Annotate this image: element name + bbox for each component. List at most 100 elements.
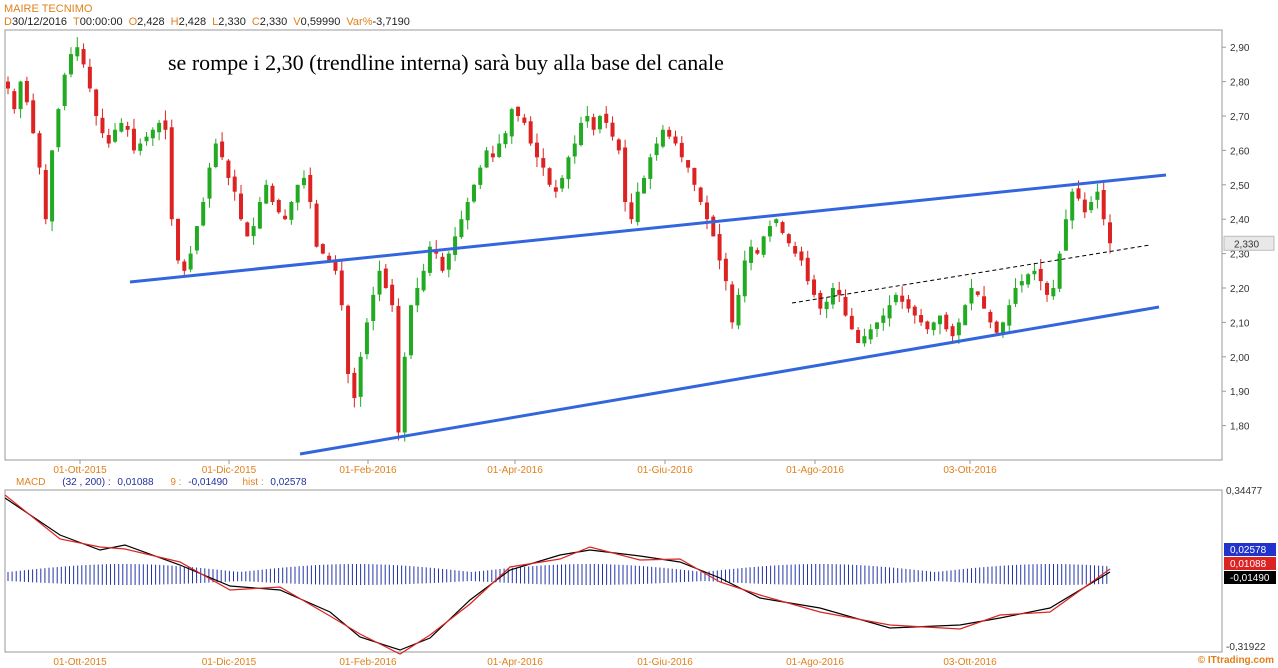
macd-label: MACD bbox=[16, 477, 46, 488]
candle-body bbox=[830, 288, 835, 305]
candle-body bbox=[176, 218, 181, 261]
ohlc-value: 2,330 bbox=[218, 16, 246, 28]
candle-body bbox=[805, 257, 810, 282]
candle-body bbox=[761, 236, 766, 255]
candle-body bbox=[346, 305, 351, 374]
internal-trendline bbox=[791, 244, 1151, 304]
candle-body bbox=[635, 191, 640, 223]
candle-body bbox=[730, 284, 735, 323]
candle-body bbox=[1038, 268, 1043, 282]
candle-body bbox=[604, 113, 609, 123]
candle-body bbox=[333, 259, 338, 271]
candle-body bbox=[31, 100, 36, 134]
macd-params: (32 , 200) bbox=[62, 477, 106, 488]
macd-value: 0,01088 bbox=[117, 477, 154, 488]
ohlc-value: 30/12/2016 bbox=[11, 16, 68, 28]
candle-body bbox=[352, 372, 357, 399]
candle-body bbox=[213, 143, 218, 167]
candle-body bbox=[963, 305, 968, 326]
candle-body bbox=[818, 292, 823, 309]
candle-body bbox=[194, 226, 199, 251]
candle-body bbox=[868, 329, 873, 340]
price-axis: 2,90 2,80 2,70 2,60 2,50 2,40 2,30 2,20 2,10 2,00… bbox=[1222, 43, 1275, 433]
candle-body bbox=[579, 122, 584, 146]
candle-body bbox=[295, 184, 300, 203]
candle-body bbox=[812, 279, 817, 295]
candle-body bbox=[207, 167, 212, 199]
candle-body bbox=[585, 116, 590, 122]
candle-body bbox=[875, 322, 880, 329]
last-price-badge bbox=[1223, 235, 1275, 251]
price-tick-label: 2,20 bbox=[1230, 284, 1250, 295]
candle-body bbox=[988, 311, 993, 323]
candle-body bbox=[673, 136, 678, 144]
candle-body bbox=[642, 177, 647, 194]
candle-body bbox=[862, 336, 867, 344]
candle-body bbox=[541, 158, 546, 168]
candle-body bbox=[220, 141, 225, 158]
macd-value-badge-text: 0,01088 bbox=[1230, 559, 1267, 570]
time-tick-label: 01-Ago-2016 bbox=[786, 465, 844, 476]
candle-body bbox=[327, 255, 332, 261]
candle-body bbox=[893, 294, 898, 303]
candle-body bbox=[623, 147, 628, 202]
candle-body bbox=[497, 143, 502, 157]
candles-layer bbox=[6, 37, 1112, 442]
candle-body bbox=[81, 49, 86, 65]
macd-ymin-label: -0,31922 bbox=[1226, 642, 1266, 653]
candle-body bbox=[950, 326, 955, 337]
candle-body bbox=[245, 222, 250, 237]
candle-body bbox=[956, 322, 961, 336]
macd-frame bbox=[4, 489, 1223, 653]
candle-body bbox=[478, 167, 483, 185]
candle-body bbox=[465, 202, 470, 221]
time-tick-label: 01-Feb-2016 bbox=[339, 465, 397, 476]
candle-body bbox=[289, 202, 294, 220]
candle-body bbox=[144, 136, 149, 142]
watermark: © ITtrading.com bbox=[1197, 655, 1274, 666]
candle-body bbox=[402, 356, 407, 433]
hist-value: 0,02578 bbox=[270, 477, 307, 488]
candle-body bbox=[1070, 191, 1075, 221]
ohlc-value: 2,428 bbox=[178, 16, 207, 28]
candle-body bbox=[654, 143, 659, 156]
candle-body bbox=[238, 193, 243, 220]
candle-body bbox=[226, 160, 231, 178]
price-tick-label: 1,90 bbox=[1230, 387, 1250, 398]
candle-body bbox=[843, 296, 848, 316]
candle-body bbox=[232, 176, 237, 192]
candle-body bbox=[660, 129, 665, 147]
ohlc-key: Var% bbox=[346, 16, 373, 28]
price-tick-label: 2,80 bbox=[1230, 78, 1250, 89]
candle-body bbox=[1082, 199, 1087, 213]
candle-body bbox=[975, 291, 980, 295]
macd-time-tick-label: 01-Feb-2016 bbox=[339, 657, 397, 668]
candle-body bbox=[944, 314, 949, 330]
candle-body bbox=[1089, 202, 1094, 211]
candle-body bbox=[1013, 288, 1018, 304]
candle-body bbox=[364, 322, 369, 355]
candle-body bbox=[276, 200, 281, 213]
candle-body bbox=[415, 288, 420, 306]
candle-body bbox=[711, 216, 716, 237]
candle-body bbox=[969, 288, 974, 304]
candle-body bbox=[1045, 282, 1050, 295]
macd-time-tick-label: 01-Dic-2015 bbox=[202, 657, 257, 668]
candle-body bbox=[43, 169, 48, 220]
candle-body bbox=[648, 157, 653, 179]
candle-body bbox=[931, 322, 936, 331]
candle-body bbox=[793, 246, 798, 254]
candle-body bbox=[522, 117, 527, 123]
price-tick-label: 1,80 bbox=[1230, 422, 1250, 433]
price-tick-label: 2,00 bbox=[1230, 353, 1250, 364]
time-tick-label: 01-Ott-2015 bbox=[53, 465, 107, 476]
candle-body bbox=[534, 142, 539, 158]
candle-body bbox=[919, 315, 924, 323]
candle-body bbox=[87, 66, 92, 89]
candle-body bbox=[560, 177, 565, 189]
candle-body bbox=[377, 270, 382, 295]
candle-body bbox=[553, 187, 558, 192]
candle-body bbox=[723, 258, 728, 282]
candle-body bbox=[251, 226, 256, 237]
candle-body bbox=[471, 184, 476, 202]
